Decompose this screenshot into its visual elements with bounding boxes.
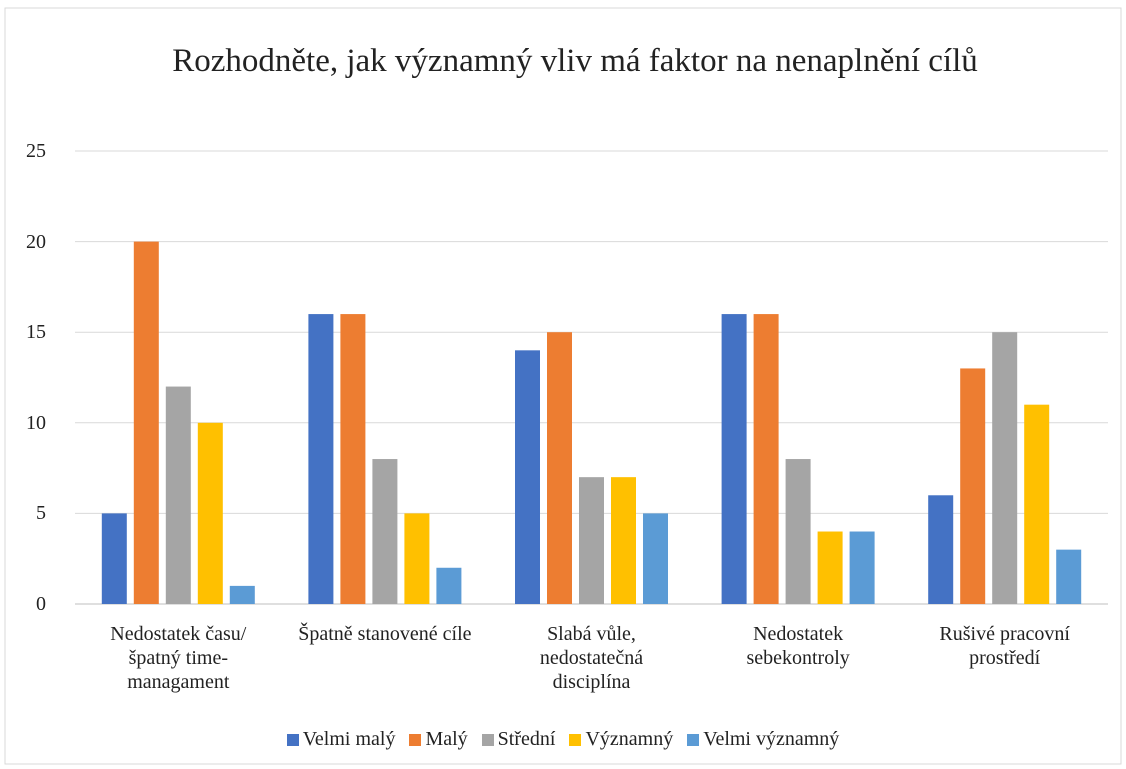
legend: Velmi malý Malý Střední Významný Velmi význa… <box>0 728 1126 751</box>
legend-swatch <box>286 733 299 746</box>
bar <box>1024 404 1050 604</box>
legend-label: Malý <box>425 728 468 750</box>
y-tick-label: 25 <box>26 140 46 162</box>
bar <box>101 513 127 604</box>
legend-item: Malý <box>409 728 468 751</box>
y-tick-label: 20 <box>26 230 46 253</box>
legend-item: Významný <box>569 728 673 751</box>
bar <box>960 368 986 604</box>
x-tick-label: Nedostatek času/špatný time-managament <box>110 623 247 693</box>
bar <box>404 513 430 604</box>
bar <box>547 332 572 604</box>
bar <box>133 241 159 604</box>
legend-swatch <box>569 733 582 746</box>
y-tick-label: 10 <box>26 411 46 434</box>
bar <box>197 422 223 604</box>
legend-swatch <box>687 733 700 746</box>
bar <box>992 332 1018 604</box>
legend-label: Velmi významný <box>703 728 840 750</box>
chart-title: Rozhodněte, jak významný vliv má faktor … <box>172 43 978 79</box>
bar <box>579 477 604 604</box>
bar <box>1056 549 1082 604</box>
y-tick-label: 0 <box>36 593 46 615</box>
bar <box>849 531 875 604</box>
bar <box>340 314 366 604</box>
legend-label: Velmi malý <box>302 728 396 750</box>
legend-swatch <box>481 733 494 746</box>
bar <box>785 459 811 604</box>
legend-item: Střední <box>481 728 556 751</box>
bar <box>165 386 191 604</box>
legend-item: Velmi malý <box>286 728 396 751</box>
bar <box>753 314 779 604</box>
bar <box>436 567 462 604</box>
x-tick-label: Špatně stanovené cíle <box>298 623 472 645</box>
bar <box>515 350 540 604</box>
legend-label: Střední <box>497 728 556 750</box>
y-tick-label: 15 <box>26 321 46 344</box>
bar <box>817 531 843 604</box>
legend-swatch <box>409 733 422 746</box>
legend-label: Významný <box>585 728 674 750</box>
legend-item: Velmi významný <box>687 728 839 751</box>
x-tick-label: Rušivé pracovní prostředí <box>939 623 1070 669</box>
x-tick-label: Slabá vůle, nedostatečná disciplína <box>539 623 644 693</box>
bar <box>643 513 668 604</box>
x-tick-label: Nedostatek sebekontroly <box>746 623 850 669</box>
bar <box>308 314 334 604</box>
y-tick-label: 5 <box>36 502 46 525</box>
bar <box>611 477 636 604</box>
bar <box>372 459 398 604</box>
bar <box>229 585 255 604</box>
bar <box>721 314 747 604</box>
bar <box>928 495 954 604</box>
